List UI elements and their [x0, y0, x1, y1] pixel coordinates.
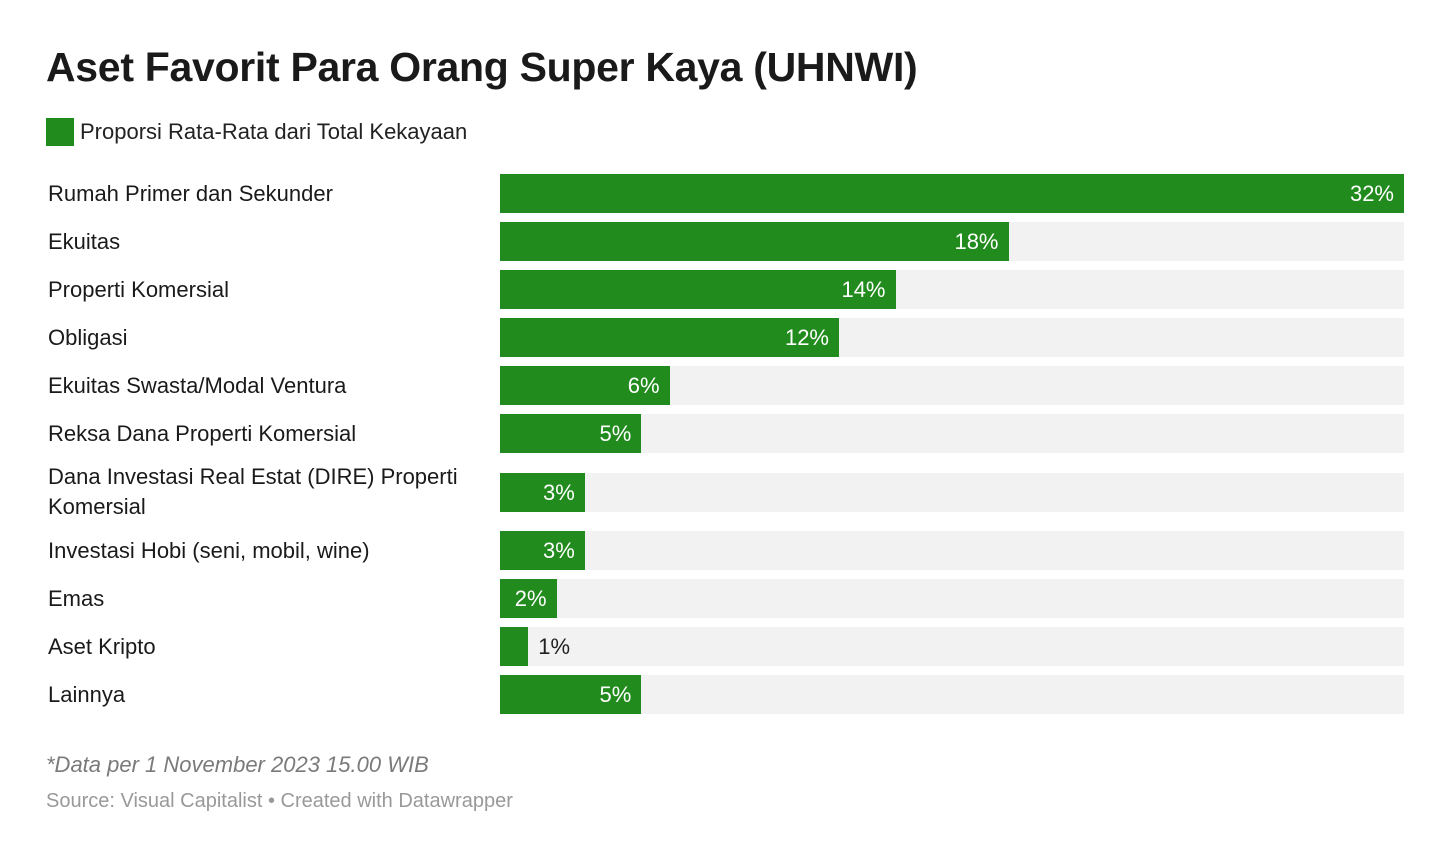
category-label: Rumah Primer dan Sekunder — [48, 180, 333, 206]
category-label: Obligasi — [48, 324, 128, 350]
category-label: Emas — [48, 585, 105, 611]
bar-track: 5% — [500, 414, 1404, 453]
value-label: 5% — [599, 682, 632, 707]
legend-label: Proporsi Rata-Rata dari Total Kekayaan — [80, 119, 468, 144]
bar-track: 6% — [500, 366, 1404, 405]
source: Source: Visual Capitalist • Created with… — [46, 790, 513, 812]
bar — [500, 318, 839, 357]
value-label: 1% — [538, 634, 571, 659]
value-label: 6% — [627, 373, 660, 398]
value-label: 18% — [954, 229, 999, 254]
category-label: Ekuitas Swasta/Modal Ventura — [48, 372, 347, 398]
value-label: 5% — [599, 421, 632, 446]
value-label: 14% — [841, 277, 886, 302]
value-label: 2% — [514, 586, 547, 611]
bar — [500, 270, 896, 309]
bar-track: 2% — [500, 579, 1404, 618]
bar-track: 14% — [500, 270, 1404, 309]
category-label: Aset Kripto — [48, 633, 156, 659]
legend-swatch — [46, 118, 74, 146]
bar — [500, 675, 642, 714]
value-label: 12% — [784, 325, 829, 350]
bar — [500, 627, 529, 666]
legend: Proporsi Rata-Rata dari Total Kekayaan — [46, 118, 467, 146]
bar — [500, 174, 1404, 213]
category-label: Ekuitas — [48, 228, 121, 254]
bar-track: 3% — [500, 531, 1404, 570]
value-label: 32% — [1349, 181, 1394, 206]
category-label: Reksa Dana Properti Komersial — [48, 420, 357, 446]
value-label: 3% — [542, 538, 575, 563]
chart-title: Aset Favorit Para Orang Super Kaya (UHNW… — [46, 44, 918, 90]
bar-track: 1% — [500, 627, 1404, 666]
bar — [500, 472, 585, 512]
bar-track: 3% — [500, 472, 1404, 512]
bar-track: 32% — [500, 174, 1404, 213]
bar-track: 12% — [500, 318, 1404, 357]
value-label: 3% — [542, 479, 575, 505]
bar — [500, 579, 557, 618]
bar-track: 5% — [500, 675, 1404, 714]
bar — [500, 366, 670, 405]
note: *Data per 1 November 2023 15.00 WIB — [46, 752, 429, 777]
category-label: Properti Komersial — [48, 276, 229, 302]
bar-track: 18% — [500, 222, 1404, 261]
category-label: Investasi Hobi (seni, mobil, wine) — [48, 537, 370, 563]
bar — [500, 414, 642, 453]
bar — [500, 531, 585, 570]
category-label: Dana Investasi Real Estat (DIRE) Propert… — [48, 464, 458, 519]
category-label: Lainnya — [48, 681, 126, 707]
bar-rows: Rumah Primer dan Sekunder 32% Ekuitas 18% Pr… — [48, 174, 1404, 714]
bar — [500, 222, 1009, 261]
